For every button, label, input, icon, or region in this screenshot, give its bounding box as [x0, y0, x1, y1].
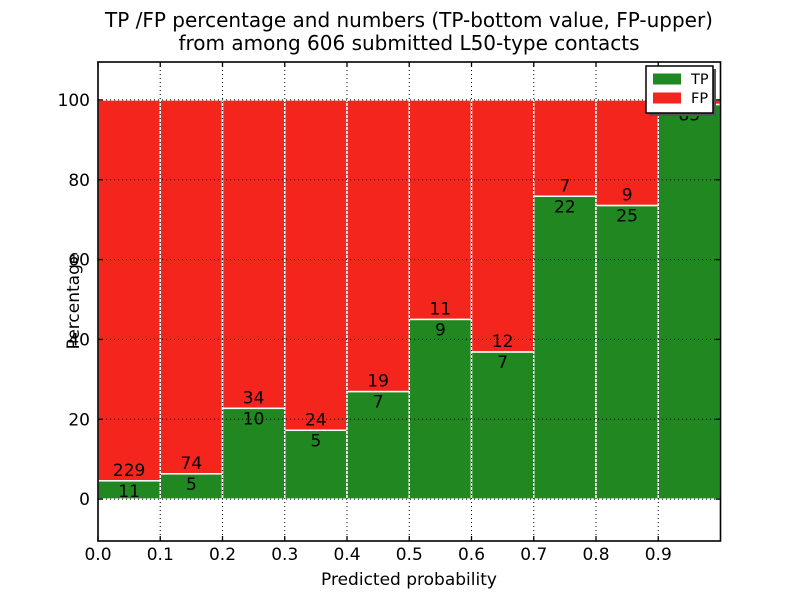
bar-tp-8: [595, 204, 659, 500]
bar-label-fp-5: 11: [430, 299, 452, 319]
bar-tp-4: [346, 390, 410, 500]
bar-label-tp-4: 7: [373, 393, 384, 413]
bar-label-fp-2: 34: [243, 388, 265, 408]
y-tick-label-80: 80: [68, 171, 90, 191]
x-tick-label-0.8: 0.8: [582, 545, 609, 565]
y-tick-label-0: 0: [79, 490, 90, 510]
bar-label-tp-0: 11: [118, 482, 140, 502]
legend-label-tp: TP: [690, 72, 709, 88]
bar-fp-4: [346, 99, 410, 393]
y-tick-label-100: 100: [58, 91, 90, 111]
y-tick-label-40: 40: [68, 330, 90, 350]
x-tick-label-0.0: 0.0: [84, 545, 111, 565]
bar-tp-5: [408, 318, 473, 500]
bar-fp-0: [97, 99, 161, 482]
bar-label-tp-7: 22: [554, 197, 576, 217]
x-tick-label-0.4: 0.4: [333, 545, 360, 565]
legend-label-fp: FP: [691, 91, 708, 107]
bar-tp-7: [533, 195, 597, 500]
bar-fp-3: [284, 99, 348, 432]
bar-label-tp-8: 25: [616, 207, 638, 227]
bar-tp-1: [159, 473, 224, 500]
bar-tp-6: [470, 351, 535, 500]
bar-label-fp-8: 9: [622, 186, 633, 206]
bar-fp-7: [533, 99, 597, 198]
y-tick-label-60: 60: [68, 251, 90, 271]
y-axis-label: Percentage: [64, 254, 84, 350]
x-tick-label-0.6: 0.6: [458, 545, 485, 565]
bar-label-tp-3: 5: [310, 431, 321, 451]
bar-label-tp-2: 10: [243, 409, 265, 429]
legend: TP FP: [645, 65, 716, 116]
x-tick-label-0.9: 0.9: [645, 545, 672, 565]
bar-label-fp-3: 24: [305, 410, 327, 430]
bar-fp-6: [470, 99, 535, 353]
bar-label-tp-6: 7: [497, 353, 508, 373]
x-tick-label-0.2: 0.2: [209, 545, 236, 565]
x-tick-label-0.3: 0.3: [271, 545, 298, 565]
plot-area: 2291174534102451971191277229258502040608…: [58, 61, 722, 565]
y-tick-label-20: 20: [68, 410, 90, 430]
x-axis-label: Predicted probability: [321, 570, 497, 590]
bar-fp-8: [595, 99, 659, 207]
bar-label-fp-4: 19: [367, 372, 389, 392]
chart-title-line1: TP /FP percentage and numbers (TP-bottom…: [104, 8, 713, 32]
bar-fp-2: [221, 99, 286, 410]
x-tick-label-0.1: 0.1: [147, 545, 174, 565]
plot-border: [97, 61, 722, 542]
bar-label-tp-1: 5: [186, 475, 197, 495]
bar-label-fp-7: 7: [559, 176, 570, 196]
chart-title-line2: from among 606 submitted L50-type contac…: [178, 31, 639, 55]
bar-fp-5: [408, 99, 473, 321]
bar-tp-9: [657, 103, 722, 500]
bar-label-fp-0: 229: [113, 461, 145, 481]
x-tick-label-0.5: 0.5: [396, 545, 423, 565]
bar-fp-1: [159, 99, 224, 475]
legend-swatch-tp-icon: [653, 73, 681, 85]
x-tick-label-0.7: 0.7: [520, 545, 547, 565]
bar-label-tp-5: 9: [435, 320, 446, 340]
bar-label-fp-1: 74: [181, 454, 203, 474]
bar-label-fp-6: 12: [492, 332, 514, 352]
legend-swatch-fp-icon: [653, 92, 681, 104]
